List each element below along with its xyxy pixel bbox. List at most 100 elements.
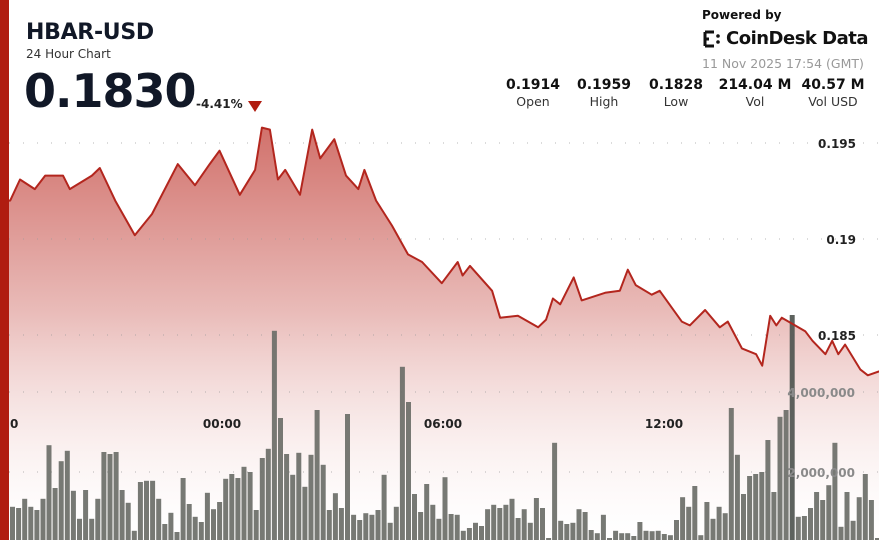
volume-bar [509,498,515,540]
price-axis-label: 0.195 [818,137,856,151]
volume-bar [223,478,229,540]
volume-bar [235,478,241,540]
volume-bar [22,498,28,540]
volume-bar [150,480,156,540]
volume-bar [655,530,661,540]
volume-bar [692,486,698,540]
triangle-down-icon [248,101,262,112]
volume-bar [393,506,399,540]
volume-bar [710,518,716,540]
volume-bar [28,506,34,540]
volume-bar [332,493,338,540]
volume-bar [357,520,363,540]
volume-bar [832,442,838,540]
volume-bar [801,516,807,540]
volume-bar [497,508,503,540]
volume-bar [576,509,582,540]
volume-bar [777,416,783,540]
stat-value: 214.04 M [718,77,792,93]
volume-bar [259,458,265,540]
volume-bar [722,513,728,540]
volume-bar [533,498,539,540]
price-axis-label: 0.19 [826,233,856,247]
stat-low: 0.1828 Low [636,77,716,109]
volume-bar [850,520,856,540]
volume-bar [192,516,198,540]
volume-bar [485,509,491,540]
price-line [9,126,879,377]
volume-bar [174,532,180,540]
volume-bar [771,492,777,540]
time-axis-label: 06:00 [424,417,462,431]
volume-bar [564,524,570,540]
volume-bar [546,538,552,540]
volume-bar [296,452,302,540]
volume-bar [503,504,509,540]
volume-bar [107,454,113,540]
volume-bar [753,474,759,540]
volume-bar [466,528,472,540]
volume-bar [741,494,746,540]
volume-bar [588,530,594,540]
stat-value: 40.57 M [801,77,865,93]
volume-bar [137,482,143,540]
volume-bar [64,450,70,540]
stats-row: 0.1914 Open 0.1959 High 0.1828 Low 214.04 M… [500,77,878,117]
volume-bar [436,518,442,540]
volume-bar [619,533,625,540]
volume-bar [515,518,521,540]
volume-bar [284,454,290,540]
volume-bar [540,508,545,540]
time-axis-label: 00:00 [203,417,241,431]
volume-bar [686,506,692,540]
volume-bar [144,480,149,540]
volume-bar [479,526,484,540]
volume-bar [369,514,375,540]
volume-bar [607,538,612,540]
time-axis-label: 0 [10,417,18,431]
volume-bar [838,526,844,540]
volume-bar [521,509,527,540]
volume-bar [101,452,107,540]
volume-bar [826,485,832,540]
volume-bar [473,522,478,540]
price-area-fill [9,127,879,540]
volume-bar [680,497,686,540]
time-axis-label: 12:00 [645,417,683,431]
volume-bar [844,492,850,540]
accent-bar [0,0,9,540]
volume-bar [271,330,277,540]
volume-bar [156,498,162,540]
stat-label: Low [663,94,689,109]
coindesk-logo-icon [703,30,720,47]
volume-axis-label: 2,000,000 [787,466,855,480]
volume-bar [278,418,283,540]
timestamp: 11 Nov 2025 17:54 (GMT) [702,56,864,71]
volume-bar [704,502,710,540]
volume-bar [302,486,308,540]
volume-bar [52,488,58,540]
price-change: -4.41% [196,97,243,111]
volume-bar [527,522,533,540]
volume-bar [460,530,466,540]
volume-bar [667,535,673,540]
brand-name: CoinDesk Data [726,28,869,49]
volume-bar [180,478,186,540]
stat-label: High [589,94,619,109]
stat-label: Vol [745,94,765,109]
brand-logo: CoinDesk Data [702,28,869,49]
volume-bar [814,492,820,540]
volume-bar [326,510,332,540]
volume-bar [387,522,393,540]
volume-bar [765,440,771,540]
volume-bar [363,513,369,540]
volume-bar [418,512,424,540]
volume-bar [862,474,868,540]
symbol-title: HBAR-USD [26,20,154,45]
volume-bar [783,410,789,540]
volume-bar [204,492,210,540]
volume-bar [631,536,637,540]
volume-bar [582,512,588,540]
volume-bar-highlighted [789,315,795,540]
